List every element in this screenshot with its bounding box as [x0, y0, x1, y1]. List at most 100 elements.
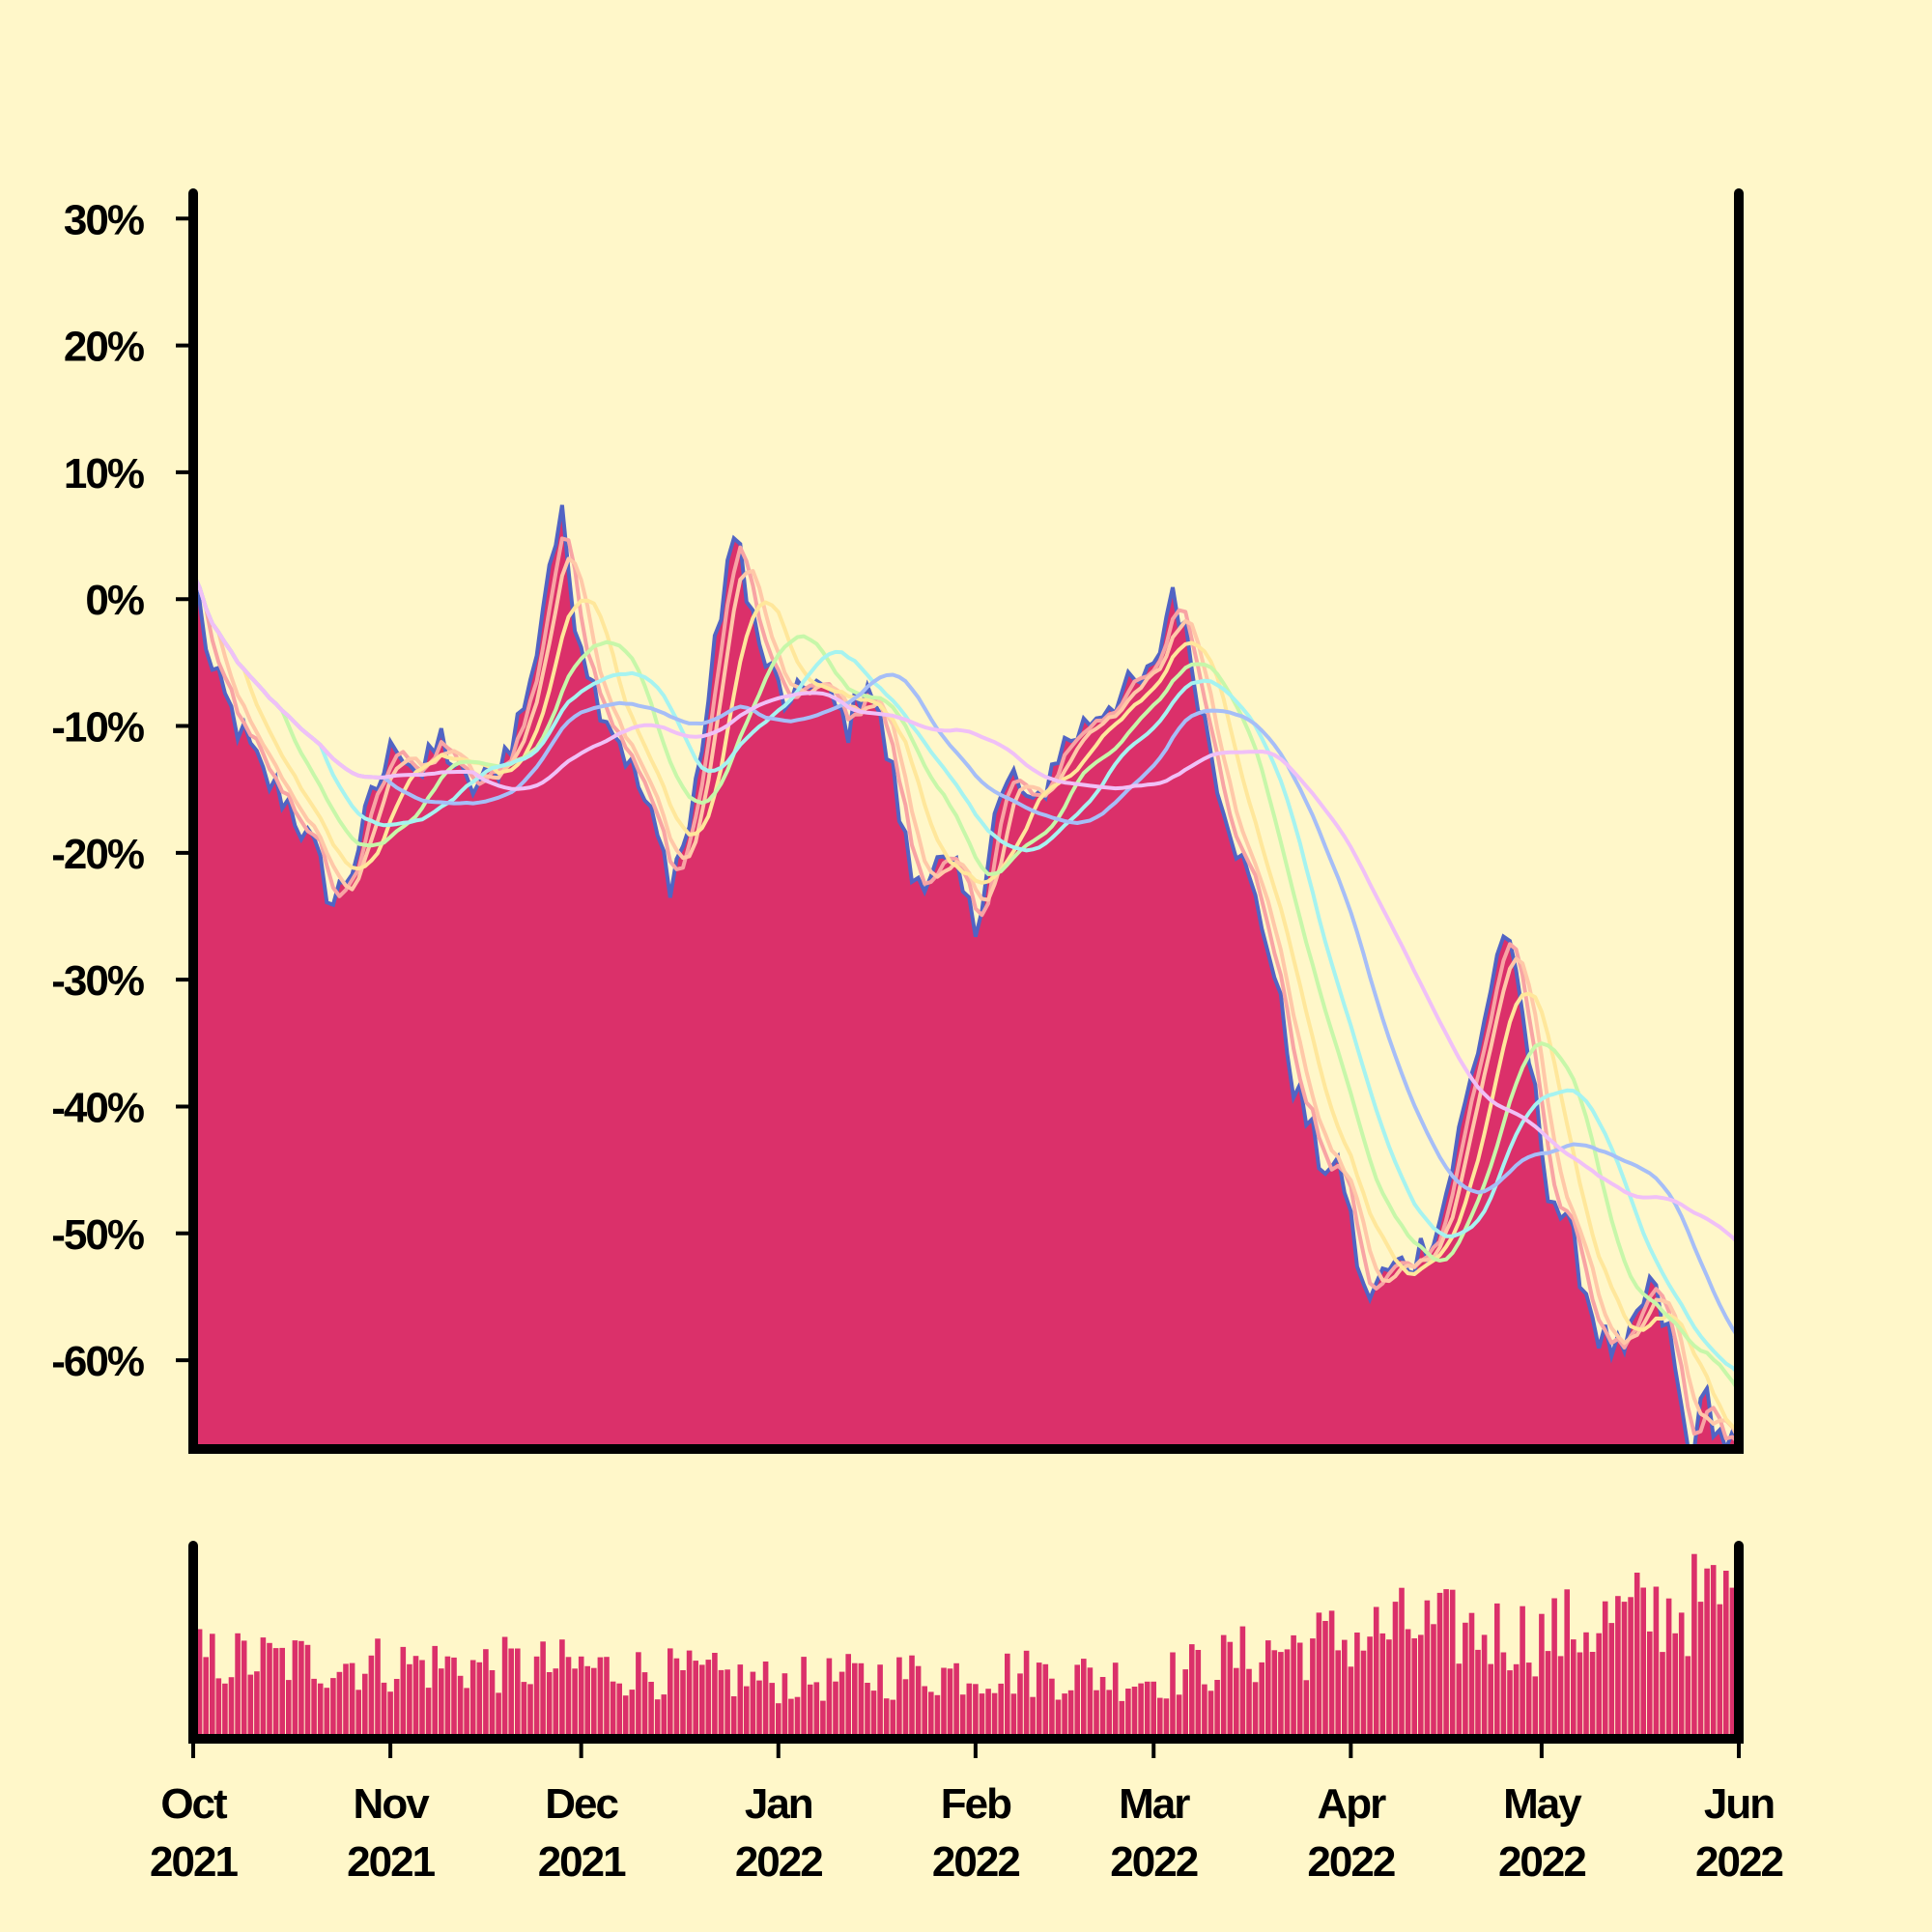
volume-bar [439, 1668, 444, 1739]
volume-bar [1379, 1633, 1386, 1739]
volume-bar [1418, 1634, 1424, 1739]
volume-bar [712, 1653, 718, 1739]
volume-bar [826, 1658, 833, 1739]
volume-bar [1360, 1650, 1367, 1739]
x-tick-label-month: Apr [1317, 1780, 1386, 1828]
volume-bar [317, 1683, 324, 1739]
volume-bar [934, 1694, 941, 1739]
volume-bar [1443, 1589, 1449, 1739]
volume-bar [750, 1671, 756, 1739]
volume-bar [1672, 1633, 1678, 1739]
x-tick-label-year: 2022 [1307, 1838, 1394, 1886]
volume-bar [801, 1657, 807, 1739]
volume-bar [1049, 1678, 1055, 1739]
x-tick-label-month: Oct [160, 1780, 228, 1828]
volume-bar [1239, 1626, 1246, 1739]
volume-bar [432, 1645, 438, 1739]
volume-bar [1678, 1612, 1685, 1739]
volume-bar [1342, 1639, 1348, 1739]
volume-bar [1449, 1589, 1456, 1739]
volume-bar [909, 1655, 915, 1739]
volume-bar [343, 1663, 349, 1739]
volume-bar [1545, 1651, 1551, 1739]
x-tick-label-month: May [1503, 1780, 1582, 1828]
volume-bar [210, 1634, 215, 1739]
x-tick-label-year: 2021 [538, 1838, 626, 1886]
volume-bar [419, 1660, 425, 1739]
volume-bar [629, 1690, 636, 1739]
volume-bar [393, 1679, 400, 1739]
volume-bar [247, 1674, 254, 1739]
volume-bar [1157, 1697, 1163, 1739]
volume-bar [489, 1670, 496, 1739]
volume-bar [311, 1678, 317, 1739]
volume-bar [1507, 1670, 1513, 1739]
volume-bar [298, 1640, 304, 1739]
x-tick-label-year: 2022 [932, 1838, 1019, 1886]
volume-bar [336, 1671, 343, 1739]
moving-average-line-7 [193, 573, 1739, 1245]
volume-bar [1660, 1652, 1665, 1739]
volume-bar [1596, 1633, 1602, 1739]
volume-bar [469, 1660, 476, 1739]
volume-bar [292, 1640, 298, 1739]
volume-bar [953, 1662, 959, 1739]
volume-bar [1125, 1689, 1131, 1739]
volume-bar [362, 1673, 368, 1739]
volume-bar [521, 1682, 527, 1739]
y-tick-label: 10% [64, 450, 144, 497]
price-line [193, 504, 1739, 1449]
volume-bar [241, 1640, 247, 1739]
volume-bar [604, 1657, 610, 1739]
volume-bar [1112, 1662, 1119, 1739]
volume-bar [1036, 1662, 1042, 1739]
volume-bar [616, 1683, 622, 1739]
volume-bar [833, 1681, 838, 1739]
y-axis: 30% 20% 10% 0% -10% -20% -30% -40% -50% -60% [51, 196, 193, 1385]
volume-bar [533, 1656, 540, 1739]
volume-bar [572, 1668, 578, 1739]
volume-bar [813, 1682, 820, 1739]
volume-bar [781, 1673, 788, 1739]
volume-bar [407, 1663, 412, 1739]
volume-bar [1316, 1612, 1322, 1739]
volume-bar [1621, 1602, 1628, 1739]
volume-bar [1310, 1638, 1316, 1739]
volume-bar [1577, 1652, 1583, 1739]
volume-bar [636, 1652, 641, 1739]
moving-average-lines [193, 536, 1739, 1445]
x-tick-label-year: 2021 [150, 1838, 238, 1886]
volume-bar [1481, 1634, 1488, 1739]
moving-average-line-5 [193, 573, 1739, 1376]
volume-bars [193, 1553, 1739, 1739]
volume-bar [1010, 1693, 1017, 1739]
volume-bar [788, 1698, 794, 1739]
volume-bar [1551, 1598, 1557, 1739]
volume-bar [254, 1671, 260, 1739]
volume-bar [1259, 1662, 1264, 1739]
volume-bar [1399, 1587, 1405, 1739]
volume-bar [756, 1680, 762, 1739]
volume-bar [1265, 1640, 1271, 1739]
volume-bar [1373, 1606, 1379, 1739]
volume-bar [1392, 1602, 1399, 1739]
volume-bar [1271, 1650, 1278, 1739]
volume-bar [922, 1686, 927, 1739]
volume-bar [865, 1683, 870, 1739]
volume-bar [1030, 1696, 1036, 1739]
volume-bar [1710, 1565, 1717, 1739]
x-tick-label-year: 2022 [1695, 1838, 1782, 1886]
volume-bar [1278, 1652, 1284, 1739]
y-tick-label: 20% [64, 324, 144, 371]
volume-bar [412, 1656, 419, 1739]
volume-bar [387, 1691, 393, 1739]
volume-bar [1303, 1680, 1310, 1739]
volume-bar [508, 1648, 514, 1739]
volume-bar [501, 1636, 508, 1739]
volume-bar [1227, 1641, 1234, 1739]
volume-bar [1386, 1639, 1392, 1739]
volume-bar [1246, 1668, 1252, 1739]
volume-bar [947, 1668, 953, 1739]
volume-bar [1647, 1631, 1653, 1739]
